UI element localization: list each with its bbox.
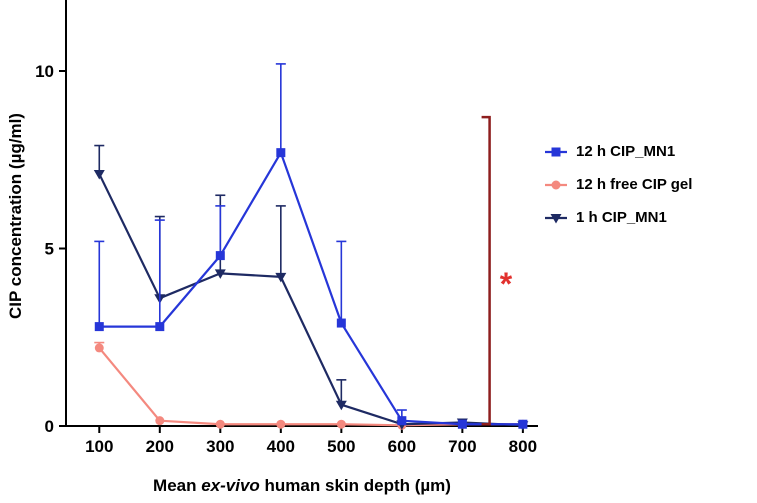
x-axis-title-part: Mean	[153, 476, 202, 495]
data-point	[518, 419, 528, 429]
data-point	[335, 400, 347, 411]
data-point	[94, 343, 104, 353]
legend-marker-square-icon	[545, 147, 567, 156]
series-1-h-cip-mn1	[93, 144, 529, 431]
data-point	[550, 213, 562, 223]
x-axis-title-part: human skin depth (µm)	[259, 476, 451, 495]
data-point	[155, 416, 165, 426]
series-12-h-cip-mn1	[94, 63, 528, 429]
tick-labels: 0 5 10 100 200 300 400 500 600 700 800	[35, 62, 537, 456]
data-point	[155, 322, 165, 332]
data-point	[215, 251, 225, 261]
data-point	[457, 419, 467, 429]
y-tick-label: 5	[45, 240, 54, 259]
legend-item-12h-free-cip-gel: 12 h free CIP gel	[543, 176, 692, 193]
data-point	[276, 419, 286, 429]
axes	[59, 0, 538, 433]
x-tick-label: 700	[448, 437, 476, 456]
series-line	[98, 347, 523, 427]
legend-label: 12 h CIP_MN1	[576, 143, 676, 160]
x-tick-label: 800	[509, 437, 537, 456]
significance-bracket	[481, 115, 491, 426]
data-point	[276, 148, 286, 158]
legend-item-12h-cip-mn1: 12 h CIP_MN1	[543, 143, 692, 160]
x-tick-label: 200	[146, 437, 174, 456]
legend-marker-triangle-down-icon	[545, 213, 567, 223]
data-point	[336, 419, 346, 429]
legend-marker-circle-icon	[545, 180, 567, 189]
y-tick-label: 10	[35, 62, 54, 81]
data-point	[336, 318, 346, 328]
series-line	[98, 173, 523, 427]
x-tick-label: 100	[85, 437, 113, 456]
data-point	[551, 180, 561, 189]
data-point	[397, 416, 407, 426]
legend-item-1h-cip-mn1: 1 h CIP_MN1	[543, 209, 692, 226]
legend-label: 1 h CIP_MN1	[576, 209, 667, 226]
data-point	[275, 272, 287, 283]
series-line	[99, 151, 523, 426]
legend-label: 12 h free CIP gel	[576, 176, 693, 193]
data-point	[215, 419, 225, 429]
x-tick-label: 600	[388, 437, 416, 456]
x-axis-title-part-italic: ex-vivo	[201, 476, 260, 495]
data-point	[214, 269, 226, 279]
series-12-h-free-cip-gel	[94, 341, 528, 430]
y-tick-label: 0	[45, 417, 54, 436]
y-axis-title: CIP concentration (µg/ml)	[6, 113, 26, 319]
x-tick-label: 400	[267, 437, 295, 456]
data-point	[551, 147, 561, 156]
x-axis-title: Mean ex-vivo human skin depth (µm)	[153, 476, 451, 496]
legend: 12 h CIP_MN1 12 h free CIP gel 1 h CIP_M…	[543, 143, 692, 226]
x-tick-label: 300	[206, 437, 234, 456]
x-tick-label: 500	[327, 437, 355, 456]
y-axis-title-text: CIP concentration (µg/ml)	[6, 113, 25, 319]
data-point	[94, 322, 104, 332]
data-point	[93, 169, 105, 180]
significance-asterisk: *	[500, 266, 513, 302]
